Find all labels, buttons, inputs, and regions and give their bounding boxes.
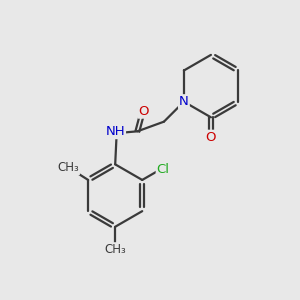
Text: O: O [206,131,216,144]
Text: CH₃: CH₃ [57,161,79,174]
Text: O: O [139,105,149,118]
Text: N: N [179,95,189,108]
Text: CH₃: CH₃ [104,243,126,256]
Text: Cl: Cl [157,163,170,176]
Text: NH: NH [105,125,125,138]
